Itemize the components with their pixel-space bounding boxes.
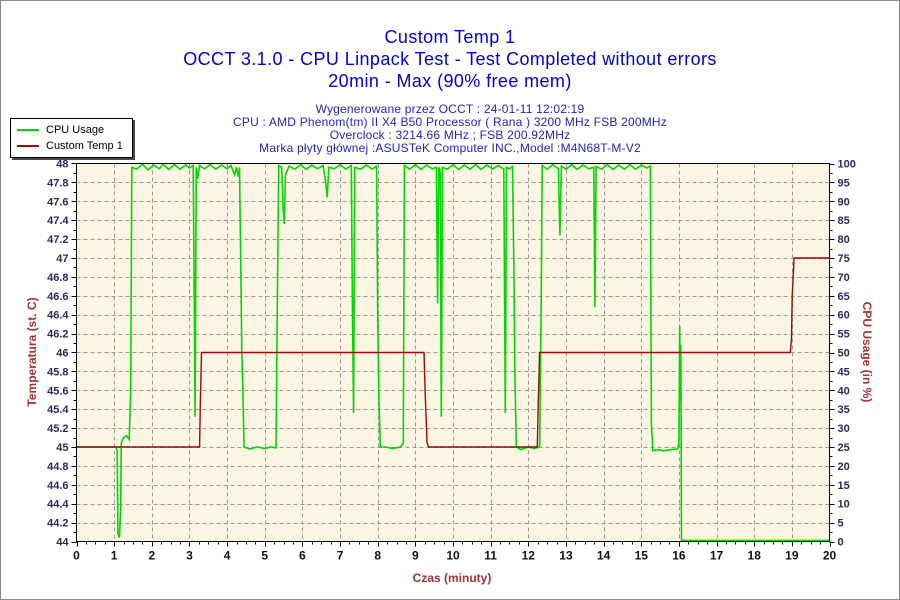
y-tick-label: 47.8 (47, 177, 68, 189)
x-tick-label: 14 (597, 549, 611, 563)
info-overclock: Overclock : 3214.66 MHz ; FSB 200.92MHz (329, 128, 571, 142)
x-tick-label: 17 (710, 549, 724, 563)
custom-temp-line-swatch (17, 145, 39, 147)
y-tick-label: 60 (838, 310, 850, 322)
legend-box: CPU Usage Custom Temp 1 (10, 118, 133, 158)
y-tick-label: 47.6 (47, 196, 68, 208)
x-tick-label: 11 (484, 549, 497, 563)
chart-title: Custom Temp 1 (384, 27, 516, 47)
y-tick-label: 45.6 (47, 385, 68, 397)
legend-item-custom-temp: Custom Temp 1 (17, 138, 123, 154)
y-tick-label: 46.8 (47, 272, 68, 284)
y-tick-label: 80 (838, 234, 850, 246)
y-tick-label: 45.2 (47, 423, 68, 435)
x-tick-label: 7 (337, 549, 344, 563)
y-tick-label: 10 (838, 499, 850, 511)
chart-subtitle-duration: 20min - Max (90% free mem) (328, 71, 572, 91)
x-tick-label: 2 (148, 549, 155, 563)
x-axis-title: Czas (minuty) (412, 571, 492, 585)
x-tick-label: 5 (261, 549, 268, 563)
y-tick-label: 45.4 (47, 404, 69, 416)
y-tick-label: 47.2 (47, 234, 68, 246)
custom-temp-line (76, 257, 830, 448)
x-tick-label: 9 (412, 549, 419, 563)
y-tick-label: 46.6 (47, 291, 68, 303)
x-tick-label: 19 (785, 549, 799, 563)
y-tick-label: 48 (56, 159, 68, 171)
y-tick-label: 46 (56, 348, 68, 360)
y-tick-label: 75 (838, 253, 850, 265)
y-tick-label: 47 (56, 253, 68, 265)
y-tick-label: 44.2 (47, 518, 68, 530)
x-tick-label: 16 (672, 549, 686, 563)
legend-label-cpu-usage: CPU Usage (46, 124, 105, 136)
y-tick-label: 65 (838, 291, 850, 303)
x-tick-label: 13 (559, 549, 573, 563)
chart-subtitle-test: OCCT 3.1.0 - CPU Linpack Test - Test Com… (183, 49, 717, 69)
y-tick-label: 30 (838, 423, 850, 435)
y-tick-label: 50 (838, 348, 850, 360)
y-tick-label: 55 (838, 329, 850, 341)
y-tick-label: 70 (838, 272, 850, 284)
legend-item-cpu-usage: CPU Usage (17, 122, 123, 138)
x-tick-label: 10 (446, 549, 460, 563)
x-tick-label: 1 (111, 549, 118, 563)
y-tick-label: 47.4 (47, 215, 69, 227)
info-motherboard: Marka płyty głównej :ASUSTeK Computer IN… (259, 141, 641, 155)
x-tick-label: 4 (224, 549, 231, 563)
cpu-usage-line (76, 163, 830, 542)
y-tick-label: 44.4 (47, 499, 69, 511)
y-tick-label: 44.8 (47, 461, 68, 473)
legend-label-custom-temp: Custom Temp 1 (46, 140, 123, 152)
y-tick-label: 44.6 (47, 480, 68, 492)
y-tick-label: 0 (838, 537, 844, 549)
x-tick-label: 18 (748, 549, 762, 563)
x-tick-label: 8 (374, 549, 381, 563)
x-tick-label: 3 (186, 549, 193, 563)
info-cpu: CPU : AMD Phenom(tm) II X4 B50 Processor… (233, 115, 667, 129)
y-tick-label: 20 (838, 461, 850, 473)
y-tick-label: 45 (56, 442, 68, 454)
y-tick-label: 90 (838, 196, 850, 208)
y-tick-label: 45.8 (47, 366, 68, 378)
cpu-usage-line-swatch (17, 129, 39, 131)
x-tick-label: 6 (299, 549, 306, 563)
y-tick-label: 15 (838, 480, 850, 492)
x-tick-label: 20 (823, 549, 837, 563)
y-tick-label: 100 (838, 159, 856, 171)
y-tick-label: 45 (838, 366, 850, 378)
y-tick-label: 85 (838, 215, 850, 227)
info-generated: Wygenerowane przez OCCT : 24-01-11 12:02… (315, 102, 585, 116)
y-tick-label: 95 (838, 177, 850, 189)
y-tick-label: 44 (56, 537, 69, 549)
x-tick-label: 15 (635, 549, 649, 563)
x-tick-label: 12 (522, 549, 536, 563)
y-tick-label: 5 (838, 518, 844, 530)
y-tick-label: 35 (838, 404, 850, 416)
x-tick-label: 0 (73, 549, 80, 563)
y-tick-label: 25 (838, 442, 850, 454)
y-tick-label: 46.4 (47, 310, 69, 322)
y-tick-label: 40 (838, 385, 850, 397)
y-tick-label: 46.2 (47, 329, 68, 341)
